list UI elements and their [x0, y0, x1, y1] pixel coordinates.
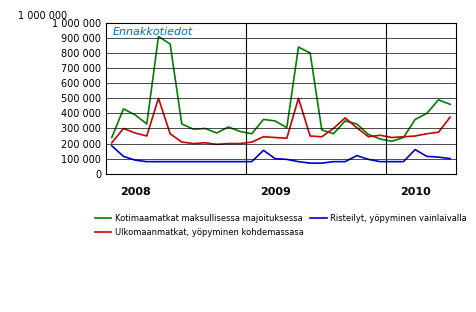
Ulkomaanmatkat, yöpyminen kohdemassasa	[284, 136, 290, 140]
Ulkomaanmatkat, yöpyminen kohdemassasa	[389, 136, 395, 139]
Ulkomaanmatkat, yöpyminen kohdemassasa	[109, 141, 115, 145]
Text: 2009: 2009	[260, 187, 290, 197]
Ulkomaanmatkat, yöpyminen kohdemassasa	[226, 142, 231, 145]
Ulkomaanmatkat, yöpyminen kohdemassasa	[179, 140, 185, 144]
Line: Risteilyt, yöpyminen vainlaivalla: Risteilyt, yöpyminen vainlaivalla	[112, 146, 450, 163]
Text: 2010: 2010	[400, 187, 430, 197]
Ulkomaanmatkat, yöpyminen kohdemassasa	[412, 134, 418, 138]
Kotimaamatkat maksullisessa majoituksessa	[249, 132, 255, 136]
Risteilyt, yöpyminen vainlaivalla	[261, 149, 267, 152]
Risteilyt, yöpyminen vainlaivalla	[366, 158, 371, 161]
Kotimaamatkat maksullisessa majoituksessa	[284, 126, 290, 129]
Kotimaamatkat maksullisessa majoituksessa	[354, 122, 360, 126]
Risteilyt, yöpyminen vainlaivalla	[179, 160, 185, 163]
Ulkomaanmatkat, yöpyminen kohdemassasa	[366, 135, 371, 139]
Line: Kotimaamatkat maksullisessa majoituksessa: Kotimaamatkat maksullisessa majoituksess…	[112, 37, 450, 141]
Kotimaamatkat maksullisessa majoituksessa	[342, 119, 348, 123]
Kotimaamatkat maksullisessa majoituksessa	[144, 122, 149, 126]
Risteilyt, yöpyminen vainlaivalla	[377, 160, 383, 163]
Kotimaamatkat maksullisessa majoituksessa	[412, 118, 418, 121]
Kotimaamatkat maksullisessa majoituksessa	[272, 119, 278, 123]
Ulkomaanmatkat, yöpyminen kohdemassasa	[214, 143, 219, 146]
Kotimaamatkat maksullisessa majoituksessa	[132, 113, 138, 117]
Kotimaamatkat maksullisessa majoituksessa	[226, 125, 231, 129]
Kotimaamatkat maksullisessa majoituksessa	[424, 111, 430, 115]
Risteilyt, yöpyminen vainlaivalla	[202, 160, 208, 163]
Risteilyt, yöpyminen vainlaivalla	[132, 158, 138, 162]
Risteilyt, yöpyminen vainlaivalla	[249, 160, 255, 163]
Risteilyt, yöpyminen vainlaivalla	[424, 154, 430, 158]
Ulkomaanmatkat, yöpyminen kohdemassasa	[354, 126, 360, 129]
Y-axis label: 1 000 000: 1 000 000	[19, 12, 68, 22]
Risteilyt, yöpyminen vainlaivalla	[307, 161, 313, 165]
Risteilyt, yöpyminen vainlaivalla	[296, 160, 301, 163]
Risteilyt, yöpyminen vainlaivalla	[190, 160, 196, 163]
Ulkomaanmatkat, yöpyminen kohdemassasa	[249, 140, 255, 144]
Ulkomaanmatkat, yöpyminen kohdemassasa	[436, 130, 441, 134]
Ulkomaanmatkat, yöpyminen kohdemassasa	[272, 136, 278, 139]
Ulkomaanmatkat, yöpyminen kohdemassasa	[202, 141, 208, 145]
Ulkomaanmatkat, yöpyminen kohdemassasa	[401, 135, 407, 139]
Risteilyt, yöpyminen vainlaivalla	[167, 160, 173, 163]
Kotimaamatkat maksullisessa majoituksessa	[202, 127, 208, 130]
Risteilyt, yöpyminen vainlaivalla	[272, 157, 278, 160]
Text: Ennakkotiedot: Ennakkotiedot	[113, 27, 193, 37]
Risteilyt, yöpyminen vainlaivalla	[447, 157, 453, 160]
Ulkomaanmatkat, yöpyminen kohdemassasa	[342, 116, 348, 120]
Kotimaamatkat maksullisessa majoituksessa	[436, 98, 441, 102]
Kotimaamatkat maksullisessa majoituksessa	[156, 35, 161, 38]
Risteilyt, yöpyminen vainlaivalla	[354, 154, 360, 158]
Risteilyt, yöpyminen vainlaivalla	[342, 160, 348, 163]
Risteilyt, yöpyminen vainlaivalla	[319, 161, 325, 165]
Risteilyt, yöpyminen vainlaivalla	[120, 154, 126, 158]
Ulkomaanmatkat, yöpyminen kohdemassasa	[132, 131, 138, 135]
Ulkomaanmatkat, yöpyminen kohdemassasa	[424, 132, 430, 136]
Kotimaamatkat maksullisessa majoituksessa	[319, 128, 325, 132]
Ulkomaanmatkat, yöpyminen kohdemassasa	[237, 142, 243, 145]
Risteilyt, yöpyminen vainlaivalla	[331, 160, 337, 163]
Kotimaamatkat maksullisessa majoituksessa	[389, 139, 395, 143]
Ulkomaanmatkat, yöpyminen kohdemassasa	[447, 115, 453, 119]
Ulkomaanmatkat, yöpyminen kohdemassasa	[120, 127, 126, 130]
Ulkomaanmatkat, yöpyminen kohdemassasa	[319, 135, 325, 139]
Ulkomaanmatkat, yöpyminen kohdemassasa	[377, 133, 383, 137]
Ulkomaanmatkat, yöpyminen kohdemassasa	[167, 132, 173, 136]
Kotimaamatkat maksullisessa majoituksessa	[366, 133, 371, 136]
Ulkomaanmatkat, yöpyminen kohdemassasa	[261, 135, 267, 139]
Text: 2008: 2008	[120, 187, 150, 197]
Kotimaamatkat maksullisessa majoituksessa	[179, 122, 185, 126]
Kotimaamatkat maksullisessa majoituksessa	[447, 102, 453, 106]
Legend: Kotimaamatkat maksullisessa majoituksessa, Ulkomaanmatkat, yöpyminen kohdemassas: Kotimaamatkat maksullisessa majoituksess…	[91, 211, 470, 240]
Kotimaamatkat maksullisessa majoituksessa	[331, 132, 337, 136]
Kotimaamatkat maksullisessa majoituksessa	[120, 107, 126, 111]
Risteilyt, yöpyminen vainlaivalla	[214, 160, 219, 163]
Kotimaamatkat maksullisessa majoituksessa	[167, 42, 173, 46]
Kotimaamatkat maksullisessa majoituksessa	[307, 51, 313, 55]
Risteilyt, yöpyminen vainlaivalla	[412, 148, 418, 151]
Ulkomaanmatkat, yöpyminen kohdemassasa	[331, 127, 337, 130]
Kotimaamatkat maksullisessa majoituksessa	[214, 131, 219, 135]
Kotimaamatkat maksullisessa majoituksessa	[377, 137, 383, 141]
Risteilyt, yöpyminen vainlaivalla	[401, 160, 407, 163]
Risteilyt, yöpyminen vainlaivalla	[237, 160, 243, 163]
Ulkomaanmatkat, yöpyminen kohdemassasa	[156, 96, 161, 100]
Kotimaamatkat maksullisessa majoituksessa	[190, 127, 196, 131]
Kotimaamatkat maksullisessa majoituksessa	[237, 129, 243, 133]
Kotimaamatkat maksullisessa majoituksessa	[261, 118, 267, 121]
Ulkomaanmatkat, yöpyminen kohdemassasa	[190, 142, 196, 145]
Kotimaamatkat maksullisessa majoituksessa	[401, 136, 407, 139]
Risteilyt, yöpyminen vainlaivalla	[226, 160, 231, 163]
Risteilyt, yöpyminen vainlaivalla	[109, 144, 115, 148]
Line: Ulkomaanmatkat, yöpyminen kohdemassasa: Ulkomaanmatkat, yöpyminen kohdemassasa	[112, 98, 450, 144]
Risteilyt, yöpyminen vainlaivalla	[389, 160, 395, 163]
Kotimaamatkat maksullisessa majoituksessa	[296, 45, 301, 49]
Kotimaamatkat maksullisessa majoituksessa	[109, 136, 115, 139]
Ulkomaanmatkat, yöpyminen kohdemassasa	[307, 134, 313, 138]
Risteilyt, yöpyminen vainlaivalla	[144, 160, 149, 163]
Ulkomaanmatkat, yöpyminen kohdemassasa	[296, 96, 301, 100]
Risteilyt, yöpyminen vainlaivalla	[436, 155, 441, 159]
Risteilyt, yöpyminen vainlaivalla	[284, 158, 290, 161]
Risteilyt, yöpyminen vainlaivalla	[156, 160, 161, 163]
Ulkomaanmatkat, yöpyminen kohdemassasa	[144, 134, 149, 138]
